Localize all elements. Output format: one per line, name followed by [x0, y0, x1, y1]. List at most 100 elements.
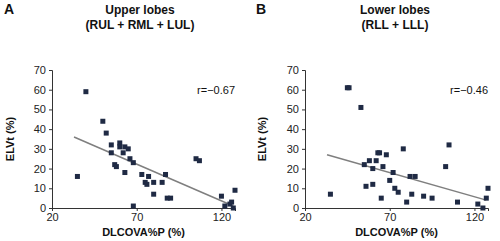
title: Lower lobes: [360, 3, 430, 17]
square-point: [168, 196, 173, 201]
tick-mark: [302, 208, 305, 209]
tick-mark: [49, 109, 52, 110]
tick-label: 20: [299, 211, 311, 223]
square-point: [362, 162, 367, 167]
square-point: [347, 85, 352, 90]
square-point: [364, 184, 369, 189]
square-point: [197, 158, 202, 163]
square-point: [131, 160, 136, 165]
square-point: [231, 206, 236, 211]
square-point: [374, 158, 379, 163]
tick-label: 10: [34, 182, 46, 194]
tick-label: 30: [34, 143, 46, 155]
tick-label: 10: [287, 182, 299, 194]
tick: 50: [34, 103, 52, 115]
tick: 0: [293, 202, 305, 214]
tick-label: 20: [46, 211, 58, 223]
square-point: [328, 192, 333, 197]
square-point: [391, 170, 396, 175]
square-point: [139, 172, 144, 177]
tick-mark: [49, 169, 52, 170]
square-point: [421, 194, 426, 199]
tick-mark: [49, 208, 52, 209]
tick: 30: [34, 143, 52, 155]
square-point: [408, 174, 413, 179]
y-axis-title: ELVt (%): [256, 116, 268, 161]
plot-area: [327, 85, 490, 210]
tick-label: 0: [293, 202, 299, 214]
square-point: [222, 204, 227, 209]
tick: 30: [287, 143, 305, 155]
square-point: [83, 89, 88, 94]
x-axis-title: DLCOVA%P (%): [102, 226, 185, 238]
square-point: [109, 150, 114, 155]
square-point: [151, 192, 156, 197]
tick: 120: [213, 208, 231, 223]
x-axis: 20 70 120: [46, 208, 235, 223]
tick: 40: [34, 123, 52, 135]
square-point: [475, 202, 480, 207]
y-axis-title: ELVt (%): [4, 116, 16, 161]
square-point: [144, 182, 149, 187]
square-point: [387, 178, 392, 183]
square-point: [100, 119, 105, 124]
square-point: [380, 164, 385, 169]
square-point: [379, 196, 384, 201]
square-point: [151, 180, 156, 185]
axis-line: [49, 71, 53, 209]
square-point: [104, 131, 109, 136]
tick: 60: [34, 84, 52, 96]
square-point: [160, 180, 165, 185]
tick-mark: [49, 70, 52, 71]
subtitle: (RUL + RML + LUL): [86, 18, 195, 32]
tick-label: 70: [34, 64, 46, 76]
square-point: [219, 194, 224, 199]
square-point: [131, 204, 136, 209]
tick: 50: [287, 103, 305, 115]
tick: 20: [287, 163, 305, 175]
trend-line: [74, 137, 233, 206]
square-point: [370, 166, 375, 171]
tick-mark: [302, 70, 305, 71]
square-point: [229, 200, 234, 205]
tick-mark: [49, 90, 52, 91]
trend-line: [327, 155, 486, 200]
tick-mark: [302, 149, 305, 150]
square-point: [384, 152, 389, 157]
tick-mark: [49, 188, 52, 189]
square-point: [367, 158, 372, 163]
square-point: [122, 170, 127, 175]
square-point: [114, 164, 119, 169]
tick-label: 60: [287, 84, 299, 96]
square-point: [484, 196, 489, 201]
square-point: [447, 142, 452, 147]
square-point: [486, 186, 491, 191]
square-point: [146, 174, 151, 179]
tick-label: 70: [287, 64, 299, 76]
tick-label: 120: [213, 211, 231, 223]
square-point: [409, 192, 414, 197]
square-point: [121, 150, 126, 155]
panel: 2070120010203040506070BLower lobes(RLL +…: [256, 1, 491, 238]
square-point: [413, 174, 418, 179]
tick-mark: [302, 129, 305, 130]
tick: 70: [131, 208, 143, 223]
x-axis: 2070120: [299, 208, 488, 223]
square-point: [358, 105, 363, 110]
tick: 20: [34, 163, 52, 175]
annotation: r=−0.46: [450, 84, 488, 96]
tick-label: 60: [34, 84, 46, 96]
tick: 40: [287, 123, 305, 135]
square-point: [396, 190, 401, 195]
tick: 70: [287, 64, 305, 76]
square-point: [401, 146, 406, 151]
square-point: [109, 142, 114, 147]
tick-label: 20: [287, 163, 299, 175]
square-point: [377, 150, 382, 155]
square-point: [233, 188, 238, 193]
x-axis-title: DLCOVA%P (%): [355, 226, 438, 238]
tick-label: 50: [287, 103, 299, 115]
tick-label: 70: [384, 211, 396, 223]
tick: 70: [384, 208, 396, 223]
square-point: [430, 196, 435, 201]
